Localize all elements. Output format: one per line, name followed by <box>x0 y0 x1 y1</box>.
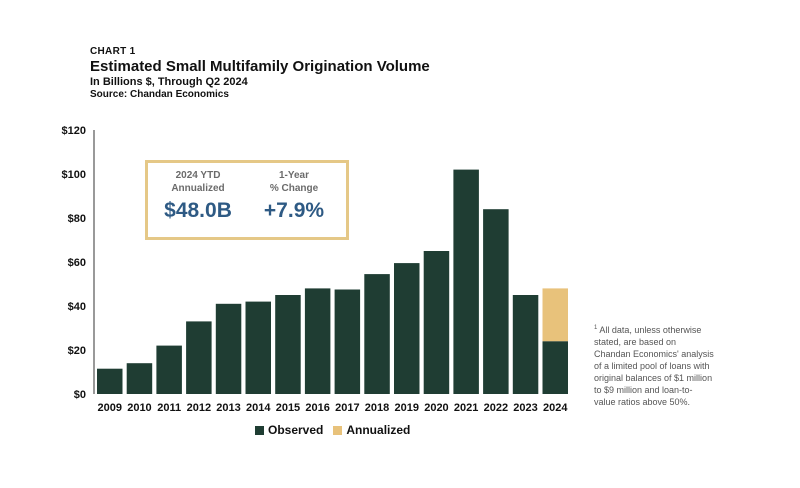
bar-observed-2012 <box>186 321 212 394</box>
footnote: 1 All data, unless otherwise stated, are… <box>594 322 714 408</box>
x-tick-label: 2023 <box>513 402 537 414</box>
bar-observed-2018 <box>364 274 390 394</box>
change-label-line1: 1-Year <box>278 170 310 181</box>
chart-legend: Observed Annualized <box>255 423 420 437</box>
x-axis-ticks: 2009 2010 2011 2012 2013 2014 2015 2016 2017 2018… <box>98 402 569 414</box>
y-tick-label: $60 <box>68 257 86 269</box>
y-axis-ticks: $0 $20 $40 $60 $80 $100 $120 <box>62 125 86 401</box>
footnote-marker: 1 <box>594 325 598 331</box>
change-label-line2: % Change <box>269 183 319 194</box>
y-tick-label: $100 <box>62 169 86 181</box>
bar-observed-2023 <box>512 295 539 394</box>
bar-observed-2016 <box>304 288 331 394</box>
legend-label-observed: Observed <box>268 423 324 437</box>
x-tick-label: 2014 <box>246 402 271 414</box>
bar-observed-2013 <box>215 303 242 394</box>
y-tick-label: $0 <box>74 389 86 401</box>
bar-observed-2011 <box>156 345 182 394</box>
one-year-change-stat: 1-Year % Change +7.9% <box>252 169 336 223</box>
ytd-value: $48.0B <box>164 199 232 222</box>
y-tick-label: $40 <box>68 301 86 313</box>
bar-observed-2024 <box>542 341 568 394</box>
x-tick-label: 2024 <box>543 402 568 414</box>
bars-group <box>97 169 568 394</box>
footnote-text: All data, unless otherwise stated, are b… <box>594 325 714 407</box>
chart-subtitle: In Billions $, Through Q2 2024 <box>90 76 248 88</box>
ytd-label-line2: Annualized <box>171 183 225 194</box>
y-tick-label: $120 <box>62 125 86 137</box>
x-tick-label: 2012 <box>187 402 211 414</box>
y-tick-label: $20 <box>68 345 86 357</box>
bar-observed-2021 <box>453 169 479 394</box>
x-tick-label: 2013 <box>216 402 240 414</box>
x-tick-label: 2021 <box>454 402 478 414</box>
x-tick-label: 2009 <box>98 402 122 414</box>
ytd-label-line1: 2024 YTD <box>175 170 221 181</box>
chart-source: Source: Chandan Economics <box>90 89 229 100</box>
x-tick-label: 2018 <box>365 402 389 414</box>
legend-item-observed: Observed <box>255 423 323 437</box>
summary-callout-box: 2024 YTD Annualized $48.0B 1-Year % Chan… <box>145 160 349 240</box>
x-tick-label: 2015 <box>276 402 300 414</box>
chart-number: CHART 1 <box>90 46 136 57</box>
bar-observed-2009 <box>97 368 123 394</box>
bar-observed-2019 <box>394 263 420 394</box>
legend-swatch-annualized <box>333 425 343 435</box>
change-value: +7.9% <box>263 199 325 222</box>
x-tick-label: 2011 <box>157 402 181 414</box>
bar-observed-2010 <box>126 363 153 394</box>
ytd-annualized-stat: 2024 YTD Annualized $48.0B <box>156 169 240 223</box>
legend-label-annualized: Annualized <box>346 423 411 437</box>
x-tick-label: 2022 <box>484 402 508 414</box>
x-tick-label: 2019 <box>395 402 419 414</box>
bar-observed-2020 <box>423 251 450 394</box>
legend-item-annualized: Annualized <box>333 423 410 437</box>
bar-observed-2022 <box>483 209 509 394</box>
bar-observed-2015 <box>275 295 301 394</box>
x-tick-label: 2016 <box>305 402 329 414</box>
bar-observed-2014 <box>245 301 271 394</box>
x-tick-label: 2010 <box>127 402 151 414</box>
chart-header: CHART 1 Estimated Small Multifamily Orig… <box>90 46 430 100</box>
chart-title: Estimated Small Multifamily Origination … <box>90 58 430 75</box>
bar-annualized-2024 <box>542 288 568 342</box>
legend-swatch-observed <box>255 425 264 435</box>
bar-observed-2017 <box>334 289 361 394</box>
y-tick-label: $80 <box>68 213 86 225</box>
x-tick-label: 2020 <box>424 402 448 414</box>
x-tick-label: 2017 <box>335 402 359 414</box>
